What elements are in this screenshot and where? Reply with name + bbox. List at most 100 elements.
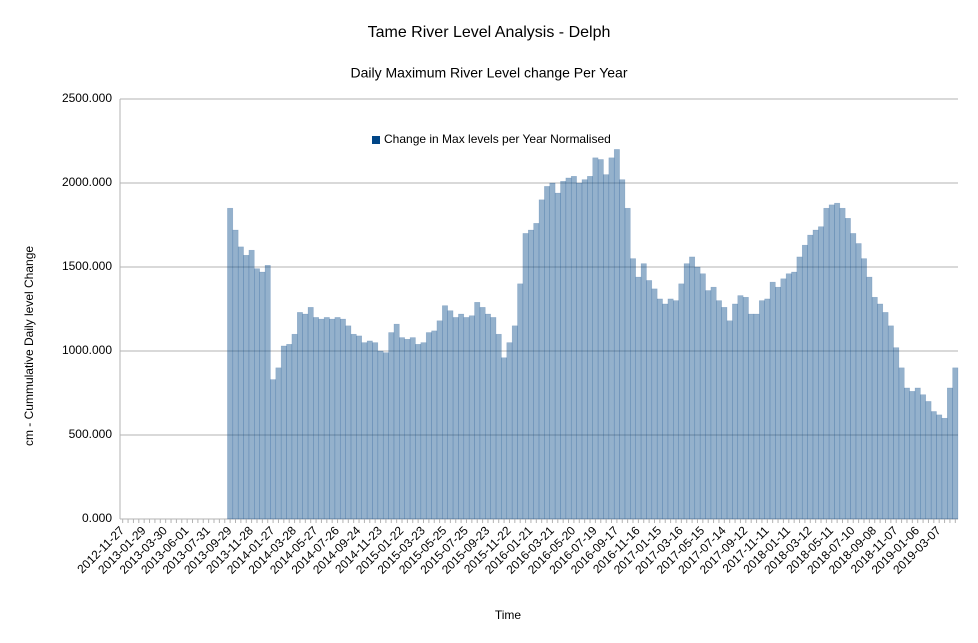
bar — [485, 313, 491, 520]
bar — [710, 286, 717, 520]
y-tick-label: 1500.000 — [62, 259, 112, 273]
bar — [844, 218, 851, 520]
bar — [393, 323, 400, 520]
bar — [297, 312, 303, 520]
bar — [920, 394, 927, 520]
bar — [533, 223, 540, 520]
bar — [431, 330, 438, 520]
bar — [463, 317, 470, 520]
bar — [474, 302, 481, 520]
bar — [893, 347, 900, 520]
bar — [227, 207, 234, 520]
bar — [748, 313, 755, 520]
bar — [356, 335, 362, 520]
bar — [742, 296, 749, 520]
y-tick-label: 1000.000 — [62, 343, 112, 357]
bar — [699, 273, 706, 520]
bar — [388, 332, 395, 520]
bar — [936, 414, 943, 520]
bar — [904, 387, 910, 520]
bar — [517, 283, 524, 520]
bar — [549, 182, 556, 520]
bar — [834, 202, 841, 520]
bar — [721, 307, 728, 520]
bar — [705, 290, 712, 520]
bar — [350, 333, 357, 520]
bar — [313, 317, 320, 520]
bar — [952, 367, 959, 520]
bar — [726, 320, 733, 520]
bar — [554, 192, 561, 520]
bar — [511, 325, 518, 520]
bar — [307, 307, 314, 520]
bar — [345, 325, 352, 520]
bar — [425, 332, 432, 520]
bar — [377, 350, 384, 520]
bar — [791, 271, 798, 520]
bar — [914, 387, 921, 520]
bar — [866, 276, 873, 520]
bar — [280, 345, 287, 520]
bar — [248, 249, 255, 520]
bar — [624, 207, 631, 520]
bar — [839, 207, 846, 520]
bar — [479, 307, 486, 520]
bar — [630, 258, 636, 520]
bar — [769, 281, 776, 520]
x-axis-title: Time — [495, 608, 522, 622]
bar — [646, 280, 653, 520]
bar — [329, 318, 336, 520]
bar — [801, 244, 808, 520]
bar — [662, 303, 669, 520]
bar — [818, 226, 824, 520]
bar — [871, 296, 878, 520]
bar — [887, 325, 894, 520]
bar — [587, 176, 593, 520]
bar — [882, 312, 889, 520]
bar — [581, 179, 588, 520]
y-tick-label: 2000.000 — [62, 175, 112, 189]
bar — [592, 157, 599, 520]
bar — [399, 337, 405, 520]
legend-swatch — [372, 136, 380, 144]
bar — [694, 266, 701, 520]
y-axis-title: cm - Cummulative Daily level Change — [22, 246, 36, 446]
bar — [237, 246, 244, 520]
bar — [495, 333, 502, 520]
bar — [635, 276, 642, 520]
bar — [522, 233, 529, 520]
bar — [302, 313, 309, 520]
bar — [780, 278, 787, 520]
bar — [683, 263, 690, 520]
bar — [667, 298, 674, 520]
bar — [409, 337, 416, 520]
bar — [323, 317, 330, 520]
bar — [501, 357, 508, 520]
bar — [640, 263, 647, 520]
bar — [570, 176, 577, 520]
bar — [528, 229, 534, 520]
bar — [490, 317, 497, 520]
bar — [447, 310, 454, 520]
bar — [608, 157, 615, 520]
bar — [796, 256, 803, 520]
bar — [753, 313, 760, 520]
bar — [812, 229, 819, 520]
bar — [339, 318, 346, 520]
bar — [291, 333, 298, 520]
bar — [925, 401, 932, 520]
bar — [947, 387, 953, 520]
bar — [468, 315, 475, 520]
bar — [716, 300, 722, 520]
bar — [619, 179, 626, 520]
bar — [334, 317, 341, 520]
bar — [366, 340, 373, 520]
bar — [930, 411, 937, 520]
bar — [270, 379, 277, 520]
bar — [807, 234, 814, 520]
bar — [850, 233, 857, 520]
legend-label: Change in Max levels per Year Normalised — [384, 132, 611, 146]
bar — [909, 391, 916, 520]
bar — [442, 305, 448, 520]
